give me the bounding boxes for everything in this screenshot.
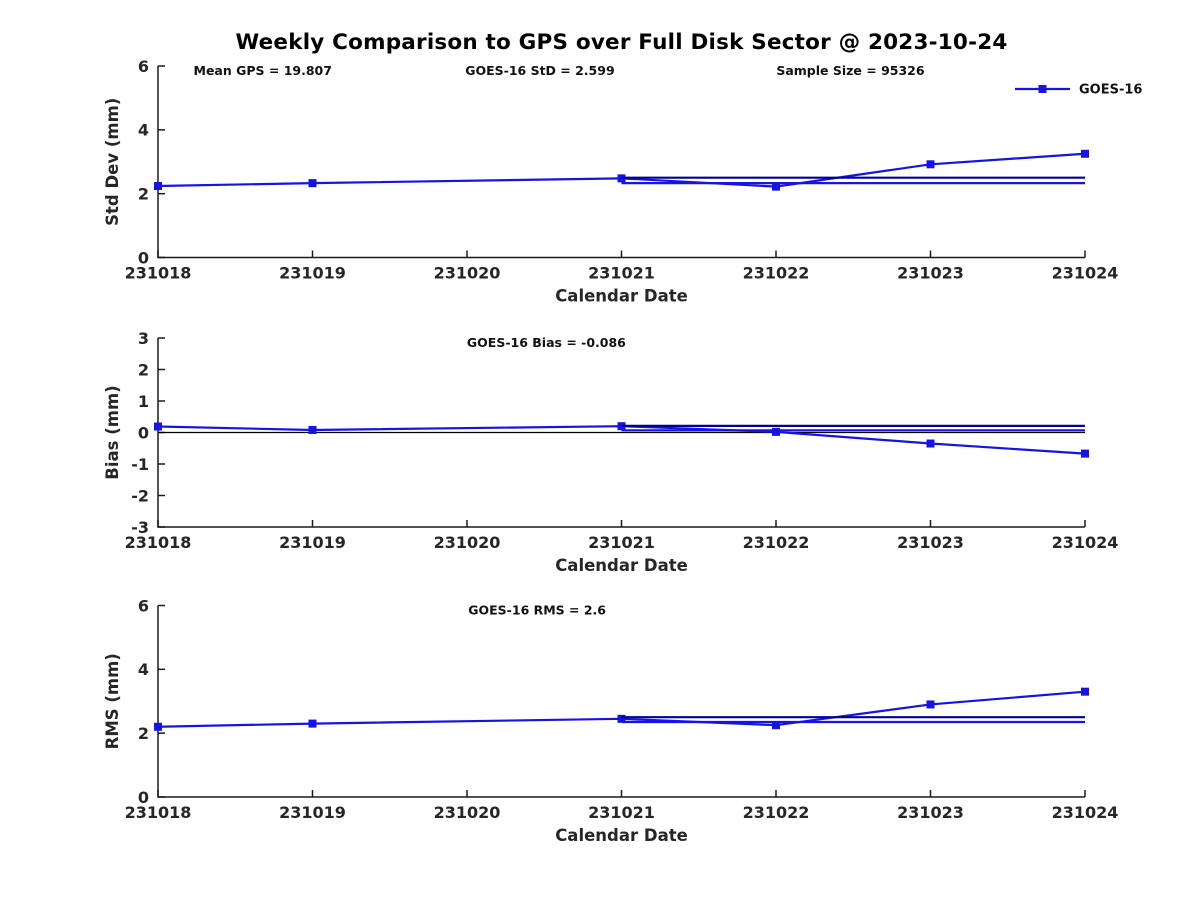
series-marker-GOES-16 [308, 425, 317, 434]
series-marker-GOES-16 [926, 160, 935, 169]
x-tick-label: 231022 [743, 803, 810, 822]
y-tick-label: 0 [138, 423, 149, 442]
annotation: GOES-16 RMS = 2.6 [468, 603, 606, 618]
x-tick-label: 231021 [588, 533, 655, 552]
series-marker-GOES-16 [308, 179, 317, 188]
series-marker-GOES-16 [772, 182, 780, 191]
series-marker-GOES-16 [154, 182, 162, 191]
series-marker-GOES-16 [617, 714, 626, 723]
y-tick-label: 3 [138, 329, 149, 348]
y-tick-label: 2 [138, 724, 149, 743]
y-tick-label: 0 [138, 788, 149, 807]
x-tick-label: 231022 [743, 264, 810, 283]
series-marker-GOES-16 [926, 700, 935, 709]
y-tick-label: 0 [138, 248, 149, 267]
x-tick-label: 231018 [125, 533, 192, 552]
x-tick-label: 231020 [434, 264, 501, 283]
series-marker-GOES-16 [926, 439, 935, 448]
x-axis-label: Calendar Date [555, 287, 688, 306]
y-tick-label: 1 [138, 392, 149, 411]
annotation: GOES-16 Bias = -0.086 [467, 335, 626, 350]
x-tick-label: 231019 [279, 264, 346, 283]
series-marker-GOES-16 [1081, 149, 1089, 158]
y-tick-label: -1 [131, 455, 149, 474]
axes-frame [157, 66, 1085, 259]
x-tick-label: 231020 [434, 803, 501, 822]
chart-title: Weekly Comparison to GPS over Full Disk … [235, 30, 1008, 55]
series-marker-GOES-16 [154, 422, 162, 431]
series-marker-GOES-16 [154, 722, 162, 731]
x-tick-label: 231019 [279, 803, 346, 822]
x-tick-label: 231024 [1052, 533, 1119, 552]
y-tick-label: 4 [138, 121, 149, 140]
legend-marker [1038, 85, 1047, 93]
series-marker-GOES-16 [1081, 449, 1089, 458]
x-tick-label: 231021 [588, 803, 655, 822]
y-tick-label: -3 [131, 518, 149, 537]
y-axis-label: Bias (mm) [103, 385, 122, 479]
series-marker-GOES-16 [1081, 687, 1089, 696]
y-tick-label: 2 [138, 360, 149, 379]
subplot-bias: -3 -2 -1 0 1 2 3 231018 231019 231020 231021 231022… [103, 329, 1118, 575]
x-tick-label: 231022 [743, 533, 810, 552]
x-tick-label: 231024 [1052, 803, 1119, 822]
x-axis-label: Calendar Date [555, 826, 688, 845]
series-marker-GOES-16 [772, 721, 780, 730]
x-tick-label: 231020 [434, 533, 501, 552]
x-tick-label: 231018 [125, 264, 192, 283]
annotation: Mean GPS = 19.807 [194, 63, 332, 78]
subplot-rms: 0 2 4 6 231018 231019 231020 231021 231022 231023… [103, 596, 1118, 845]
series-marker-GOES-16 [308, 719, 317, 728]
x-tick-label: 231019 [279, 533, 346, 552]
x-tick-label: 231023 [897, 264, 964, 283]
subplot-std-dev: 0 2 4 6 231018 231019 231020 231021 231022 231023… [103, 57, 1142, 306]
x-tick-label: 231023 [897, 533, 964, 552]
axes-frame [157, 605, 1085, 798]
x-tick-label: 231024 [1052, 264, 1119, 283]
series-marker-GOES-16 [772, 427, 780, 436]
annotation: GOES-16 StD = 2.599 [465, 63, 614, 78]
annotation: Sample Size = 95326 [776, 63, 925, 78]
legend-label: GOES-16 [1079, 83, 1142, 98]
y-tick-label: 6 [138, 596, 149, 615]
x-axis-label: Calendar Date [555, 556, 688, 575]
x-tick-label: 231018 [125, 803, 192, 822]
y-tick-label: 6 [138, 57, 149, 76]
y-tick-label: 4 [138, 660, 149, 679]
y-axis-label: RMS (mm) [103, 653, 122, 749]
x-tick-label: 231023 [897, 803, 964, 822]
legend: GOES-16 [1015, 83, 1142, 98]
y-tick-label: 2 [138, 184, 149, 203]
y-tick-label: -2 [131, 486, 149, 505]
series-line-GOES-16 [157, 425, 1086, 455]
y-axis-label: Std Dev (mm) [103, 98, 122, 226]
x-tick-label: 231021 [588, 264, 655, 283]
